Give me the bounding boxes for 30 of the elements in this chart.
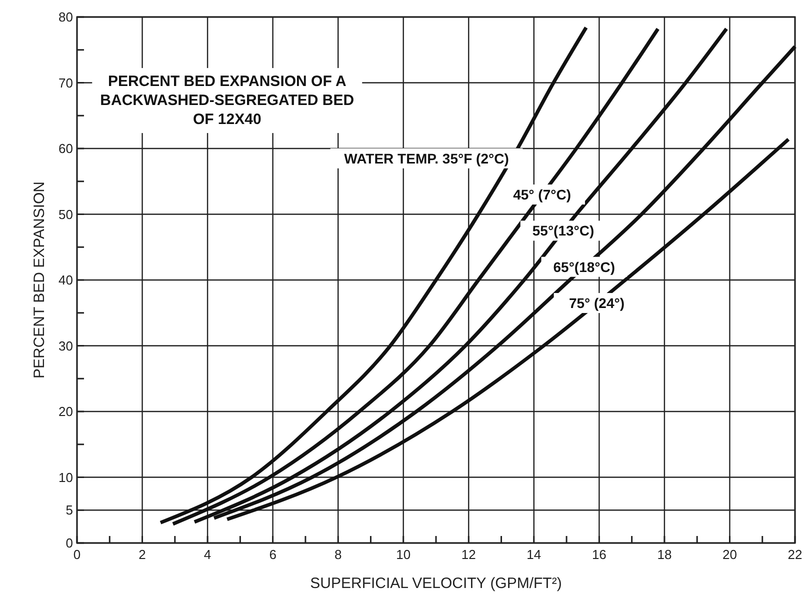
- y-tick-label: 0: [66, 536, 73, 550]
- y-axis-title: PERCENT BED EXPANSION: [31, 182, 48, 378]
- y-tick-label: 80: [58, 10, 73, 24]
- y-tick-label: 50: [58, 206, 73, 222]
- text: PERCENT BED EXPANSION OF A BACKWASHED-SEGREGATED BED OF 12X40: [100, 73, 354, 128]
- x-tick-label: 6: [269, 547, 276, 562]
- y-tick-label: 10: [58, 470, 73, 485]
- series-label: 75° (24°): [568, 295, 625, 312]
- line-series: [225, 137, 790, 522]
- x-tick-label: 10: [396, 547, 411, 562]
- x-tick-label: 18: [657, 547, 672, 562]
- x-tick-label: 8: [334, 547, 342, 562]
- y-tick-label: 70: [58, 75, 73, 90]
- series-label: 45° (7°C): [513, 186, 572, 203]
- x-tick-label: 16: [592, 547, 606, 562]
- x-tick-label: 12: [461, 547, 476, 562]
- series-label: 55°(13°C): [532, 222, 594, 239]
- series-label: 65°(18°C): [553, 258, 616, 275]
- y-tick-label: 40: [58, 272, 73, 288]
- y-tick-label: 30: [58, 338, 73, 354]
- x-tick-label: 20: [722, 547, 737, 562]
- x-tick-label: 4: [204, 547, 212, 562]
- x-tick-label: 14: [526, 547, 542, 562]
- y-tick-label: 5: [66, 502, 73, 518]
- y-tick-label: 60: [58, 141, 73, 156]
- series-label: WATER TEMP. 35°F (2°C): [344, 150, 509, 166]
- x-axis-title: SUPERFICIAL VELOCITY (GPM/FT²): [310, 575, 562, 592]
- y-tick-label: 20: [58, 404, 73, 419]
- x-tick-label: 22: [788, 547, 802, 562]
- x-tick-label: 2: [138, 547, 146, 562]
